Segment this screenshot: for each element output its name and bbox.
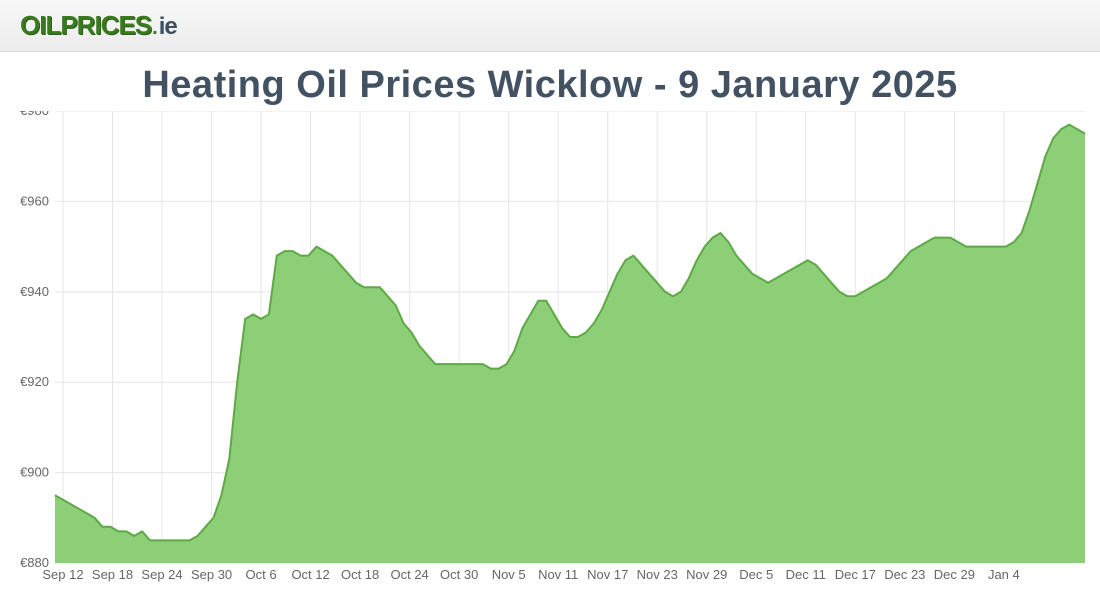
x-axis-label: Oct 24 — [390, 567, 428, 582]
x-axis-label: Oct 6 — [246, 567, 277, 582]
x-axis-label: Oct 30 — [440, 567, 478, 582]
x-axis-label: Nov 5 — [492, 567, 526, 582]
x-axis-label: Dec 29 — [934, 567, 975, 582]
site-logo[interactable]: OIL PRICES . ie — [20, 10, 177, 41]
x-axis-label: Oct 18 — [341, 567, 379, 582]
x-axis-label: Nov 23 — [637, 567, 678, 582]
x-axis-label: Sep 24 — [141, 567, 182, 582]
x-axis-label: Nov 11 — [538, 567, 578, 582]
x-axis-label: Sep 30 — [191, 567, 232, 582]
x-axis-label: Sep 18 — [92, 567, 133, 582]
x-axis-label: Dec 5 — [739, 567, 773, 582]
logo-text-dot: . — [152, 17, 157, 40]
y-axis-label: €920 — [20, 374, 49, 389]
header-bar: OIL PRICES . ie — [0, 0, 1100, 52]
x-axis-label: Dec 17 — [835, 567, 876, 582]
y-axis-label: €960 — [20, 193, 49, 208]
chart-title: Heating Oil Prices Wicklow - 9 January 2… — [0, 64, 1100, 107]
logo-text-prices: PRICES — [60, 10, 151, 41]
logo-text-oil: OIL — [20, 10, 60, 41]
x-axis-label: Nov 17 — [587, 567, 628, 582]
area-fill — [55, 125, 1085, 563]
x-axis-label: Jan 4 — [988, 567, 1020, 582]
y-axis-label: €980 — [20, 111, 49, 118]
x-axis-label: Dec 11 — [786, 567, 826, 582]
y-axis-label: €940 — [20, 284, 49, 299]
x-axis-label: Dec 23 — [884, 567, 925, 582]
x-axis-label: Oct 12 — [291, 567, 329, 582]
chart-svg: €880€900€920€940€960€980Sep 12Sep 18Sep … — [0, 111, 1100, 601]
logo-text-ie: ie — [159, 13, 177, 41]
price-chart: €880€900€920€940€960€980Sep 12Sep 18Sep … — [0, 111, 1100, 601]
x-axis-label: Nov 29 — [686, 567, 727, 582]
chart-title-wrap: Heating Oil Prices Wicklow - 9 January 2… — [0, 52, 1100, 111]
y-axis-label: €900 — [20, 465, 49, 480]
x-axis-label: Sep 12 — [42, 567, 83, 582]
